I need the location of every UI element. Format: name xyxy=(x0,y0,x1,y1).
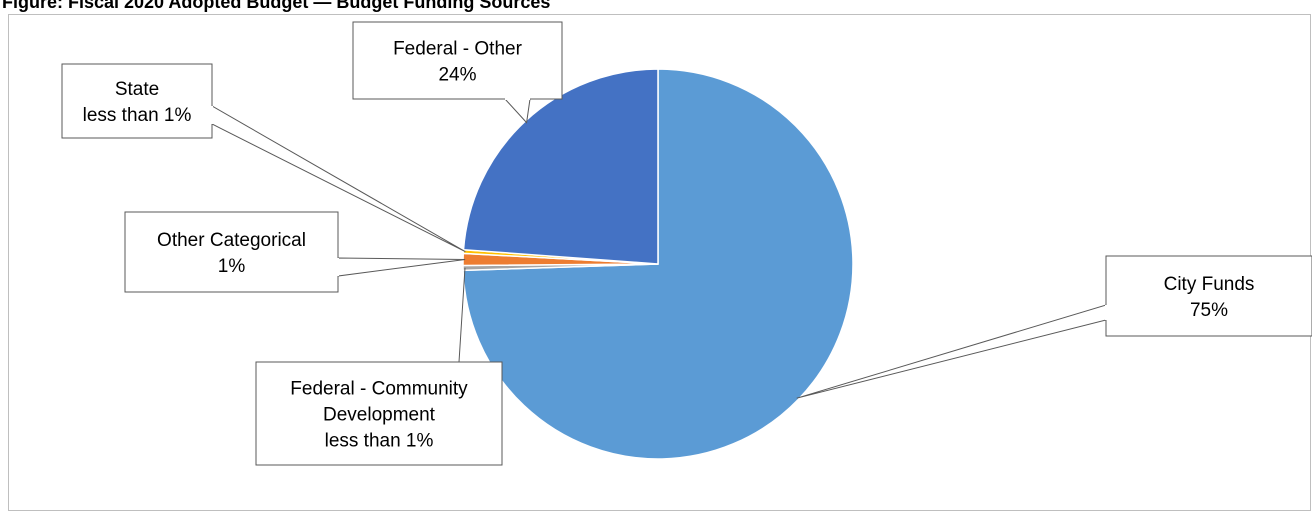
label-name-federal-community-development: Federal - Community xyxy=(290,379,468,400)
chart-title: Figure: Fiscal 2020 Adopted Budget — Bud… xyxy=(2,0,551,12)
label-box-state xyxy=(61,63,213,139)
label-value-city-funds: 75% xyxy=(1190,300,1228,321)
leader-line-other-categorical xyxy=(337,257,466,277)
label-name-federal-community-development: Development xyxy=(323,405,436,426)
leader-line-federal-other xyxy=(503,98,531,124)
label-box-other-categorical xyxy=(124,211,339,293)
label-name-other-categorical: Other Categorical xyxy=(157,230,306,251)
pie-slices xyxy=(462,68,854,460)
data-labels: City Funds 75% Federal - Community Developm… xyxy=(61,21,1312,466)
label-value-state: less than 1% xyxy=(83,105,192,126)
label-value-federal-other: 24% xyxy=(438,65,476,86)
label-box-federal-community-development xyxy=(255,361,503,466)
title-strip: Figure: Fiscal 2020 Adopted Budget — Bud… xyxy=(0,0,1312,14)
label-name-state: State xyxy=(115,79,159,100)
label-name-city-funds: City Funds xyxy=(1164,274,1255,295)
leader-line-federal-community-development xyxy=(458,267,466,363)
label-value-federal-community-development: less than 1% xyxy=(325,431,434,452)
label-name-federal-other: Federal - Other xyxy=(393,39,522,60)
label-box-federal-other xyxy=(352,21,563,100)
label-value-other-categorical: 1% xyxy=(218,256,246,277)
label-box-city-funds xyxy=(1105,255,1312,337)
